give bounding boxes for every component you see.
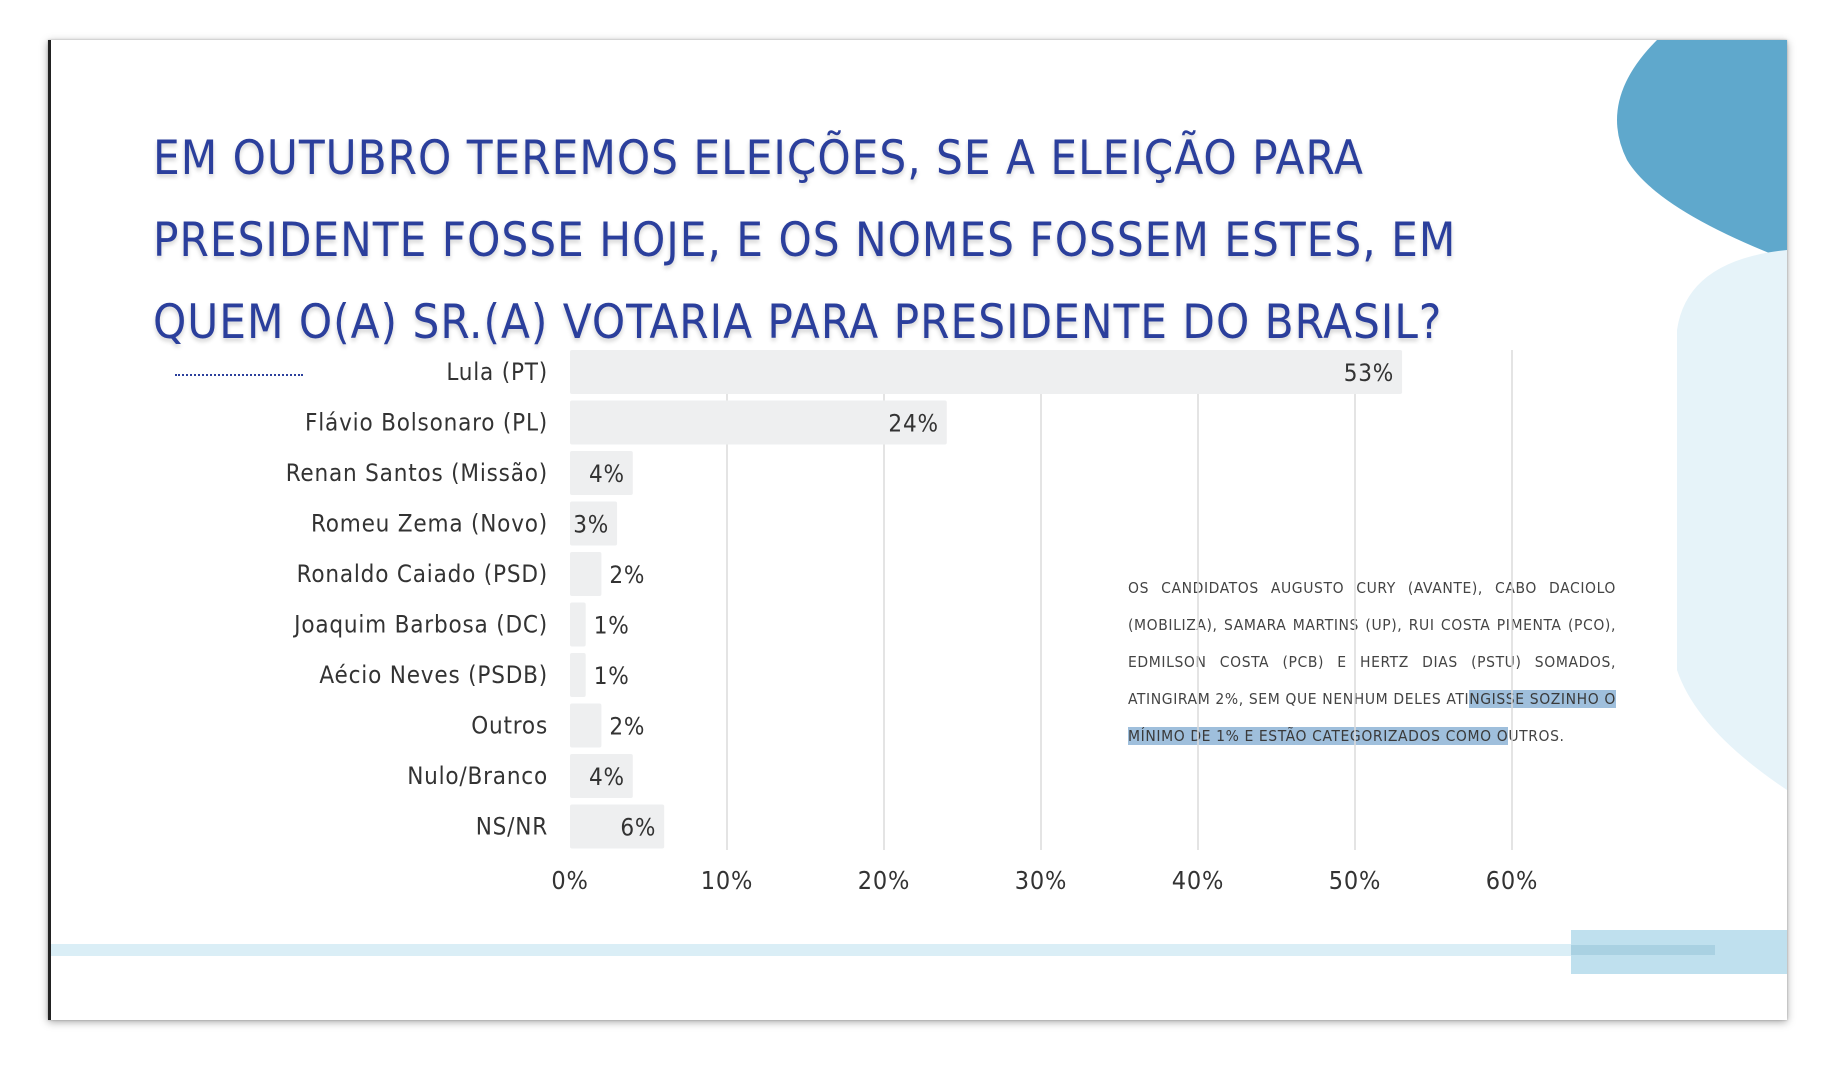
category-label-4: Ronaldo Caiado (PSD): [297, 560, 548, 588]
bar-1: [570, 400, 947, 445]
data-label-9: 6%: [620, 814, 656, 842]
bar-5: [570, 602, 586, 647]
bar-3: [570, 501, 618, 546]
category-label-6: Aécio Neves (PSDB): [319, 661, 548, 689]
bar-2: [570, 451, 633, 495]
data-label-0: 53%: [1344, 359, 1394, 387]
slide: EM OUTUBRO TEREMOS ELEIÇÕES, SE A ELEIÇÃ…: [48, 40, 1787, 1020]
decorative-shape-side: [1677, 250, 1787, 790]
bar-8: [570, 754, 633, 798]
x-tick-label-10: 10%: [701, 866, 753, 895]
decorative-band: [51, 944, 1701, 956]
category-label-1: Flávio Bolsonaro (PL): [305, 409, 548, 437]
x-tick-label-50: 50%: [1329, 866, 1381, 895]
decorative-shape-top: [1617, 40, 1787, 260]
x-tick-label-0: 0%: [551, 866, 588, 895]
category-label-3: Romeu Zema (Novo): [311, 510, 548, 538]
category-label-0: Lula (PT): [446, 358, 548, 386]
bar-4: [570, 552, 602, 596]
note-text: OS CANDIDATOS AUGUSTO CURY (AVANTE), CAB…: [1128, 579, 1616, 708]
category-label-5: Joaquim Barbosa (DC): [292, 611, 548, 639]
data-label-6: 1%: [594, 662, 630, 690]
data-label-8: 4%: [589, 763, 625, 791]
category-label-7: Outros: [471, 712, 548, 740]
x-tick-label-30: 30%: [1015, 866, 1067, 895]
data-label-4: 2%: [609, 561, 645, 589]
x-tick-label-60: 60%: [1486, 866, 1538, 895]
data-label-3: 3%: [573, 511, 609, 539]
category-label-2: Renan Santos (Missão): [286, 459, 548, 487]
bar-6: [570, 653, 586, 697]
x-tick-label-20: 20%: [858, 866, 910, 895]
others-note: OS CANDIDATOS AUGUSTO CURY (AVANTE), CAB…: [1128, 570, 1616, 755]
decorative-strip: [1571, 945, 1715, 955]
bar-7: [570, 703, 602, 748]
data-label-2: 4%: [589, 460, 625, 488]
bar-0: [570, 350, 1403, 394]
category-label-9: NS/NR: [476, 813, 548, 841]
data-label-1: 24%: [888, 410, 938, 438]
bar-9: [570, 804, 665, 849]
x-tick-label-40: 40%: [1172, 866, 1224, 895]
slide-title: EM OUTUBRO TEREMOS ELEIÇÕES, SE A ELEIÇÃ…: [153, 131, 1457, 350]
category-label-8: Nulo/Branco: [407, 762, 548, 790]
data-label-5: 1%: [594, 612, 630, 640]
data-label-7: 2%: [609, 713, 645, 741]
title-underline: [175, 374, 303, 376]
note-text-end: UTROS.: [1508, 727, 1565, 745]
